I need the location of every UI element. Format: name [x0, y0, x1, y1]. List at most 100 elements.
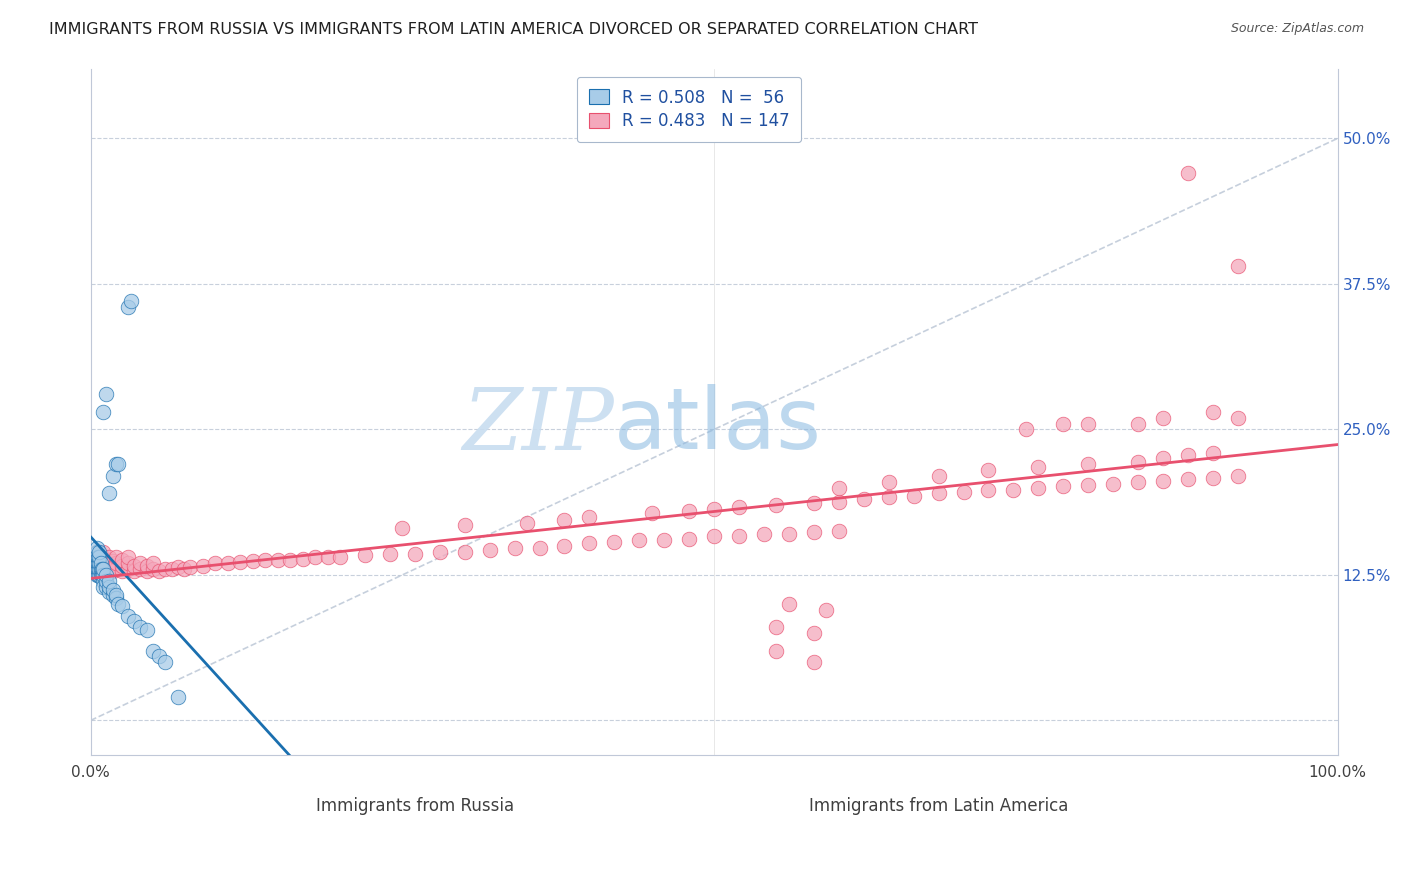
- Point: [91, 568, 114, 582]
- Point: [703, 501, 725, 516]
- Point: [101, 469, 124, 483]
- Point: [90, 559, 112, 574]
- Point: [553, 539, 575, 553]
- Point: [94, 387, 117, 401]
- Point: [91, 574, 114, 588]
- Point: [803, 496, 825, 510]
- Point: [101, 565, 124, 579]
- Point: [107, 597, 129, 611]
- Point: [828, 494, 851, 508]
- Point: [90, 568, 112, 582]
- Point: [678, 504, 700, 518]
- Point: [728, 529, 751, 543]
- Point: [86, 544, 108, 558]
- Point: [1052, 479, 1074, 493]
- Point: [204, 556, 226, 570]
- Point: [94, 568, 117, 582]
- Point: [652, 533, 675, 547]
- Point: [1077, 417, 1099, 431]
- Point: [101, 588, 124, 602]
- Text: IMMIGRANTS FROM RUSSIA VS IMMIGRANTS FROM LATIN AMERICA DIVORCED OR SEPARATED CO: IMMIGRANTS FROM RUSSIA VS IMMIGRANTS FRO…: [49, 22, 979, 37]
- Point: [98, 562, 121, 576]
- Point: [91, 544, 114, 558]
- Point: [329, 550, 352, 565]
- Point: [278, 553, 301, 567]
- Point: [87, 550, 110, 565]
- Text: Source: ZipAtlas.com: Source: ZipAtlas.com: [1230, 22, 1364, 36]
- Point: [111, 553, 134, 567]
- Point: [316, 550, 339, 565]
- Point: [1077, 458, 1099, 472]
- Point: [90, 553, 112, 567]
- Point: [129, 620, 152, 634]
- Point: [304, 550, 326, 565]
- Point: [703, 529, 725, 543]
- Point: [1202, 445, 1225, 459]
- Point: [117, 556, 139, 570]
- Point: [378, 547, 401, 561]
- Point: [86, 544, 108, 558]
- Point: [111, 558, 134, 573]
- Point: [1152, 474, 1174, 488]
- Point: [852, 492, 875, 507]
- Point: [354, 548, 377, 562]
- Point: [104, 588, 127, 602]
- Point: [641, 506, 664, 520]
- Point: [167, 690, 190, 705]
- Point: [877, 490, 900, 504]
- Point: [503, 541, 526, 556]
- Point: [89, 562, 111, 576]
- Point: [142, 556, 165, 570]
- Point: [903, 489, 925, 503]
- Point: [1202, 405, 1225, 419]
- Point: [117, 608, 139, 623]
- Point: [94, 553, 117, 567]
- Point: [89, 544, 111, 558]
- Point: [160, 562, 183, 576]
- Point: [728, 500, 751, 515]
- Point: [142, 643, 165, 657]
- Point: [98, 574, 121, 588]
- Point: [1226, 469, 1249, 483]
- Point: [91, 550, 114, 565]
- Point: [1126, 417, 1149, 431]
- Point: [122, 558, 145, 573]
- Point: [122, 565, 145, 579]
- Point: [828, 481, 851, 495]
- Point: [87, 562, 110, 576]
- Point: [122, 615, 145, 629]
- Point: [135, 623, 157, 637]
- Point: [104, 591, 127, 606]
- Point: [89, 556, 111, 570]
- Point: [173, 562, 195, 576]
- Point: [98, 556, 121, 570]
- Point: [454, 544, 477, 558]
- Point: [104, 556, 127, 570]
- Point: [101, 559, 124, 574]
- Point: [1126, 475, 1149, 489]
- Point: [111, 565, 134, 579]
- Point: [117, 562, 139, 576]
- Point: [803, 626, 825, 640]
- Point: [120, 294, 142, 309]
- Point: [104, 562, 127, 576]
- Point: [86, 556, 108, 570]
- Point: [778, 597, 800, 611]
- Point: [90, 548, 112, 562]
- Point: [553, 513, 575, 527]
- Point: [516, 516, 538, 530]
- Point: [98, 580, 121, 594]
- Point: [148, 565, 170, 579]
- Point: [578, 536, 600, 550]
- Point: [578, 509, 600, 524]
- Point: [101, 582, 124, 597]
- Point: [91, 556, 114, 570]
- Point: [142, 562, 165, 576]
- Point: [254, 553, 277, 567]
- Point: [828, 524, 851, 538]
- Point: [94, 565, 117, 579]
- Point: [952, 485, 974, 500]
- Point: [765, 643, 787, 657]
- Point: [167, 559, 190, 574]
- Point: [87, 568, 110, 582]
